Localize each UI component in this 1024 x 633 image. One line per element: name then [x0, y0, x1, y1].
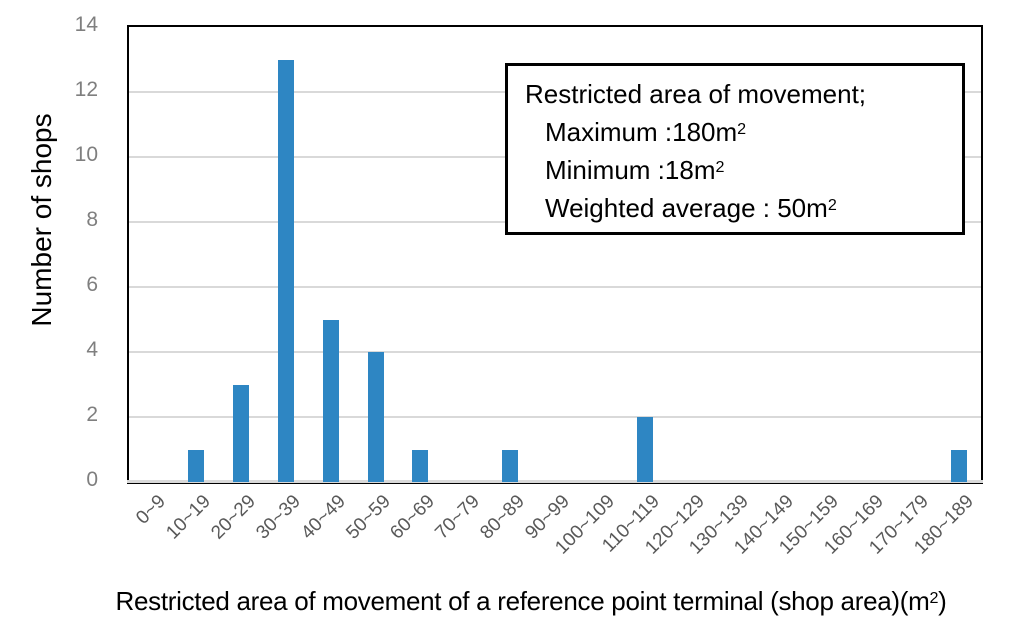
annotation-line-minimum: Minimum :18m2 — [508, 151, 962, 189]
bar-30~39 — [277, 59, 294, 482]
gridline-2 — [129, 416, 981, 418]
y-tick-label-6: 6 — [86, 273, 98, 296]
annotation-line-maximum: Maximum :180m2 — [508, 113, 962, 151]
annotation-line-maximum-text: Maximum :180m — [545, 117, 738, 147]
bar-10~19 — [188, 449, 205, 482]
y-tick-label-8: 8 — [86, 208, 98, 231]
bar-50~59 — [367, 352, 384, 482]
bar-80~89 — [502, 449, 519, 482]
bar-40~49 — [322, 319, 339, 482]
annotation-line-minimum-text: Minimum :18m — [545, 155, 716, 185]
y-tick-label-0: 0 — [86, 468, 98, 491]
annotation-line-weighted-average-text: Weighted average : 50m — [545, 193, 828, 223]
bar-110~119 — [636, 417, 653, 482]
bar-180~189 — [950, 449, 967, 482]
annotation-line-title-text: Restricted area of movement; — [525, 79, 867, 109]
y-tick-label-14: 14 — [74, 13, 98, 36]
annotation-line-minimum-sup: 2 — [715, 157, 725, 176]
x-axis-line — [127, 480, 983, 483]
annotation-box: Restricted area of movement; Maximum :18… — [505, 63, 965, 235]
annotation-line-weighted-average-sup: 2 — [827, 195, 837, 214]
y-tick-label-2: 2 — [86, 403, 98, 426]
gridline-4 — [129, 351, 981, 353]
bar-20~29 — [233, 384, 250, 482]
x-axis-title: Restricted area of movement of a referen… — [42, 586, 1020, 617]
y-tick-label-10: 10 — [74, 143, 98, 166]
annotation-line-weighted-average: Weighted average : 50m2 — [508, 189, 962, 227]
bar-60~69 — [412, 449, 429, 482]
annotation-line-maximum-sup: 2 — [737, 119, 747, 138]
gridline-6 — [129, 286, 981, 288]
x-axis-title-text: Restricted area of movement of a referen… — [115, 586, 930, 616]
y-tick-label-12: 12 — [74, 78, 98, 101]
y-tick-label-4: 4 — [86, 338, 98, 361]
annotation-line-title: Restricted area of movement; — [508, 75, 962, 113]
x-axis-title-close-paren: ) — [938, 586, 947, 616]
x-axis-title-superscript: 2 — [929, 588, 939, 607]
